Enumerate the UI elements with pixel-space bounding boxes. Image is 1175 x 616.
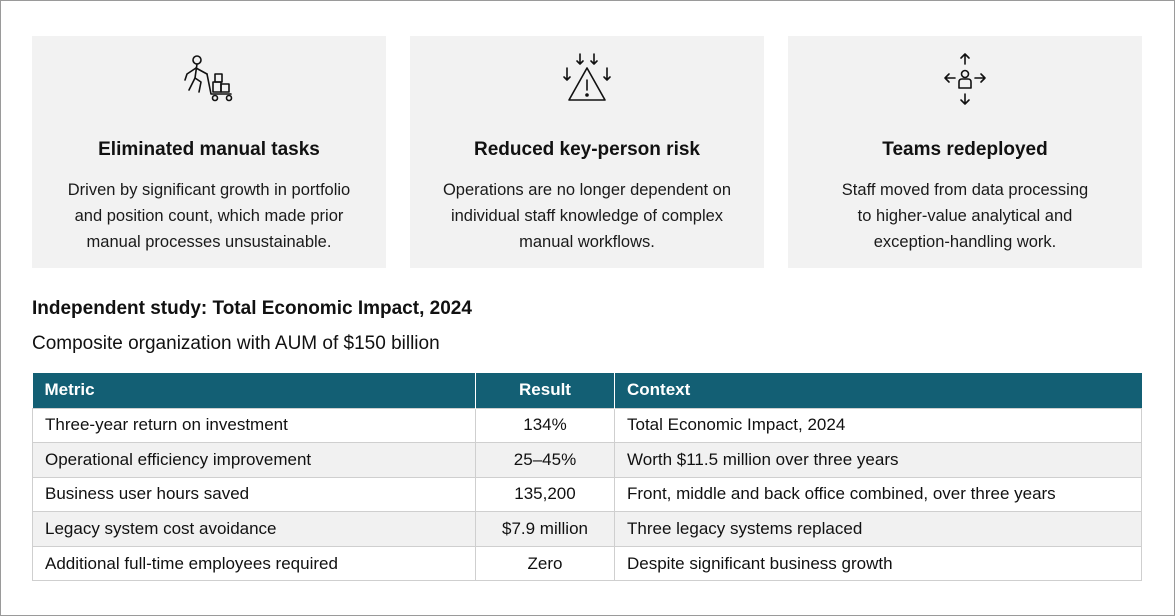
study-subtitle: Composite organization with AUM of $150 … xyxy=(32,333,440,354)
card-description-line: Staff moved from data processing xyxy=(841,181,1089,199)
card-description: Operations are no longer dependent on in… xyxy=(424,177,750,255)
cell-result: $7.9 million xyxy=(475,511,615,547)
card-description-line: Driven by significant growth in portfoli… xyxy=(67,181,351,199)
benefit-cards: Eliminated manual tasks Driven by signif… xyxy=(32,36,1142,268)
table-row: Three-year return on investment 134% Tot… xyxy=(32,407,1142,444)
cell-metric: Additional full-time employees required xyxy=(32,545,476,582)
card-description-line: manual processes unsustainable. xyxy=(86,233,332,251)
cell-metric: Three-year return on investment xyxy=(32,407,476,444)
card-description-line: and position count, which made prior xyxy=(74,207,344,225)
card-description-line: to higher-value analytical and xyxy=(857,207,1073,225)
column-header-metric: Metric xyxy=(32,373,476,408)
warning-arrows-icon xyxy=(555,50,619,110)
study-title: Independent study: Total Economic Impact… xyxy=(32,298,472,319)
card-description-line: manual workflows. xyxy=(519,233,655,251)
metrics-table: Metric Result Context Three-year return … xyxy=(32,373,1142,582)
card-description-line: exception-handling work. xyxy=(873,233,1057,251)
cell-metric: Operational efficiency improvement xyxy=(32,442,476,478)
table-row: Operational efficiency improvement 25–45… xyxy=(32,442,1142,478)
cell-context: Three legacy systems replaced xyxy=(614,511,1142,547)
column-header-context: Context xyxy=(614,373,1142,408)
table-row: Additional full-time employees required … xyxy=(32,545,1142,582)
card-title: Reduced key-person risk xyxy=(474,139,700,160)
cell-result: Zero xyxy=(475,545,615,582)
card-eliminated-manual-tasks: Eliminated manual tasks Driven by signif… xyxy=(32,36,386,268)
cell-context: Front, middle and back office combined, … xyxy=(614,476,1142,513)
table-row: Legacy system cost avoidance $7.9 millio… xyxy=(32,511,1142,547)
worker-pushing-cart-icon xyxy=(177,50,241,110)
card-description: Staff moved from data processing to high… xyxy=(802,177,1128,255)
cell-context: Despite significant business growth xyxy=(614,545,1142,582)
cell-metric: Business user hours saved xyxy=(32,476,476,513)
cell-result: 134% xyxy=(475,407,615,444)
card-description-line: Operations are no longer dependent on xyxy=(442,181,732,199)
card-description-line: individual staff knowledge of complex xyxy=(450,207,724,225)
cell-result: 135,200 xyxy=(475,476,615,513)
cell-context: Total Economic Impact, 2024 xyxy=(614,407,1142,444)
cell-result: 25–45% xyxy=(475,442,615,478)
card-description: Driven by significant growth in portfoli… xyxy=(46,177,372,255)
table-row: Business user hours saved 135,200 Front,… xyxy=(32,476,1142,513)
person-redeploy-arrows-icon xyxy=(933,50,997,110)
card-title: Eliminated manual tasks xyxy=(98,139,320,160)
cell-context: Worth $11.5 million over three years xyxy=(614,442,1142,478)
card-title: Teams redeployed xyxy=(882,139,1048,160)
cell-metric: Legacy system cost avoidance xyxy=(32,511,476,547)
table-header-row: Metric Result Context xyxy=(32,373,1142,408)
column-header-result: Result xyxy=(475,373,615,408)
card-teams-redeployed: Teams redeployed Staff moved from data p… xyxy=(788,36,1142,268)
card-reduced-key-person-risk: Reduced key-person risk Operations are n… xyxy=(410,36,764,268)
